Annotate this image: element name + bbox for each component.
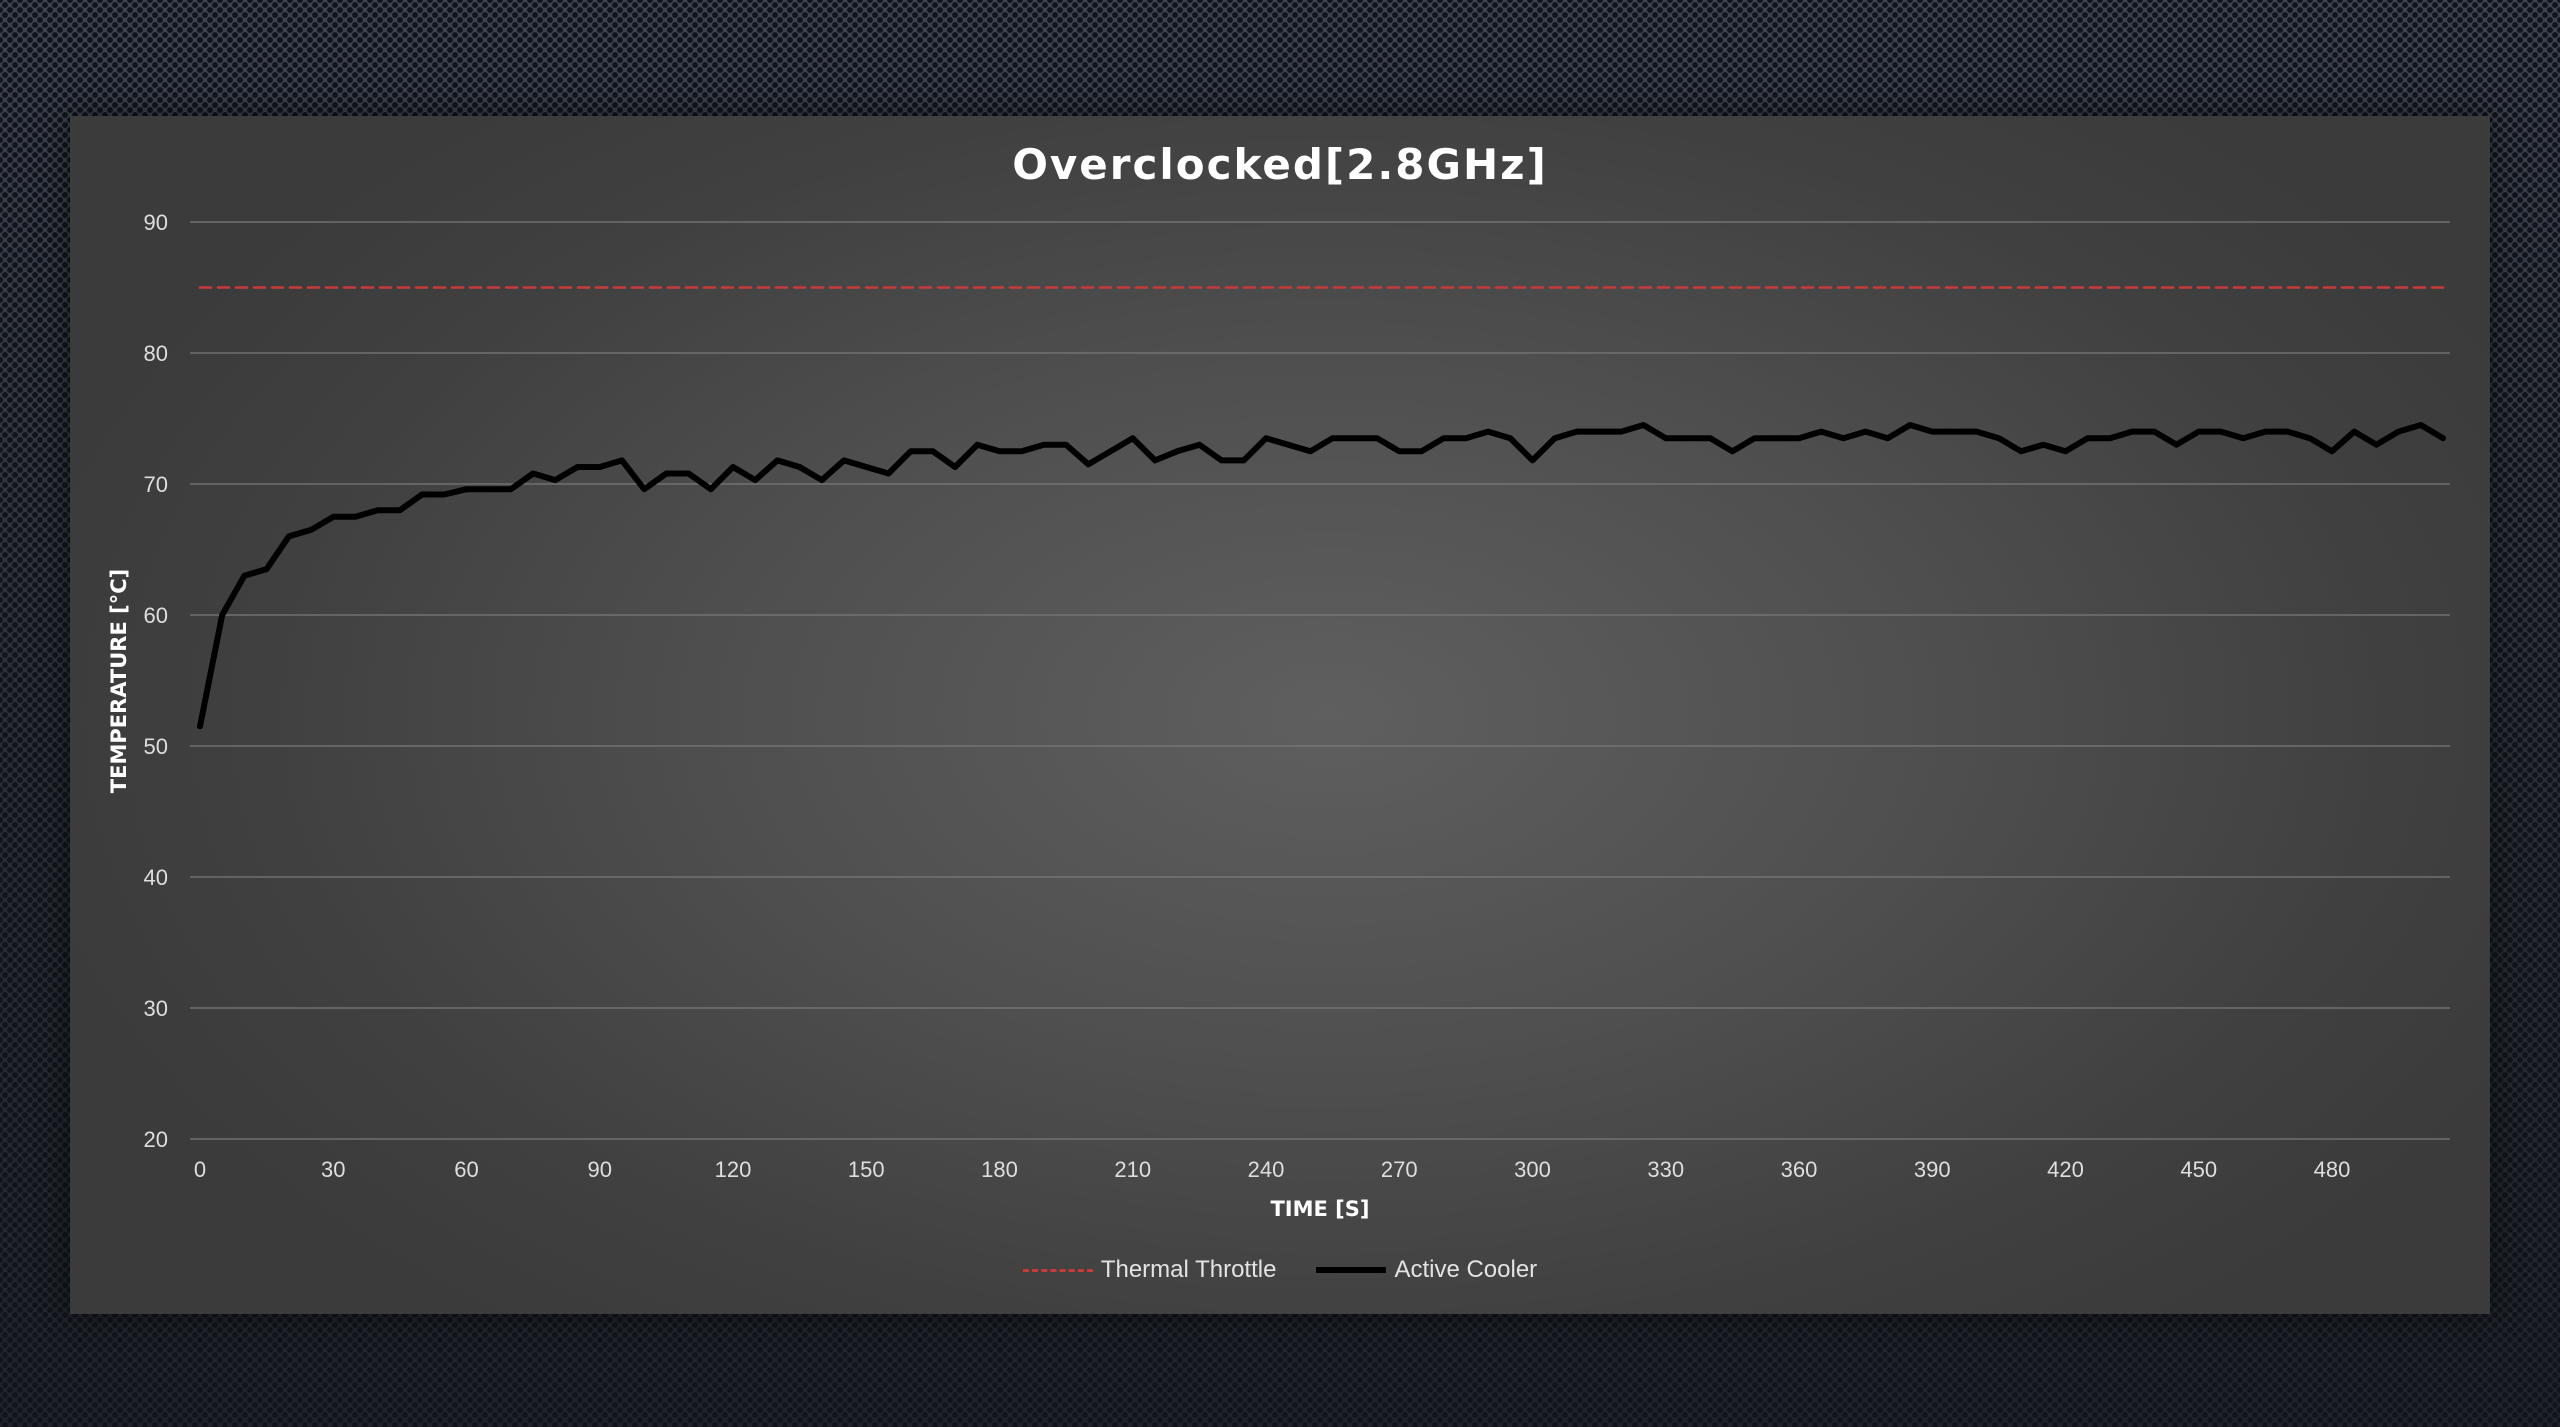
x-axis-ticks: 0 30 60 90 120 150 180 210 240 270 300 330 360 390 420…	[194, 1157, 2350, 1182]
x-tick-label: 330	[1647, 1157, 1684, 1182]
x-tick-label: 450	[2180, 1157, 2217, 1182]
x-tick-label: 90	[588, 1157, 612, 1182]
legend-label: Active Cooler	[1394, 1256, 1538, 1283]
x-tick-label: 0	[194, 1157, 206, 1182]
legend-item-active-cooler: Active Cooler	[1316, 1256, 1537, 1284]
x-tick-label: 150	[848, 1157, 885, 1182]
y-tick-label: 50	[144, 734, 168, 759]
y-axis-ticks: 20 30 40 50 60 70 80 90	[144, 210, 168, 1152]
x-tick-label: 210	[1114, 1157, 1151, 1182]
chart-card: Overclocked[2.8GHz] 20 30 40 50 60 70 80 90 0 30…	[70, 116, 2490, 1314]
x-tick-label: 120	[715, 1157, 752, 1182]
series-line-active-cooler	[197, 422, 2446, 730]
legend-swatch-solid	[1316, 1267, 1387, 1273]
x-tick-label: 180	[981, 1157, 1018, 1182]
y-tick-label: 40	[144, 865, 168, 890]
chart-plot-area: 20 30 40 50 60 70 80 90 0 30 60 90 120 150 180 210 240 2…	[107, 210, 2450, 1221]
legend-item-thermal-throttle: Thermal Throttle	[1022, 1256, 1277, 1284]
y-axis-title: TEMPERATURE [°C]	[107, 569, 131, 793]
x-axis-title: TIME [S]	[1270, 1197, 1369, 1221]
x-tick-label: 60	[454, 1157, 478, 1182]
chart-title: Overclocked[2.8GHz]	[1012, 140, 1548, 189]
x-tick-label: 390	[1914, 1157, 1951, 1182]
y-tick-label: 80	[144, 341, 168, 366]
legend-label: Thermal Throttle	[1100, 1256, 1277, 1283]
x-tick-label: 240	[1248, 1157, 1285, 1182]
y-tick-label: 90	[144, 210, 168, 235]
x-tick-label: 420	[2047, 1157, 2084, 1182]
legend-swatch-dashed	[1022, 1268, 1093, 1272]
x-tick-label: 270	[1381, 1157, 1418, 1182]
x-tick-label: 360	[1781, 1157, 1818, 1182]
series-lines	[197, 286, 2446, 730]
x-tick-label: 300	[1514, 1157, 1551, 1182]
y-tick-label: 60	[144, 603, 168, 628]
x-tick-label: 30	[321, 1157, 345, 1182]
gridlines	[190, 221, 2450, 1140]
chart-legend: Thermal Throttle Active Cooler	[70, 1256, 2490, 1284]
y-tick-label: 20	[144, 1127, 168, 1152]
y-tick-label: 30	[144, 996, 168, 1021]
y-tick-label: 70	[144, 472, 168, 497]
x-tick-label: 480	[2314, 1157, 2351, 1182]
